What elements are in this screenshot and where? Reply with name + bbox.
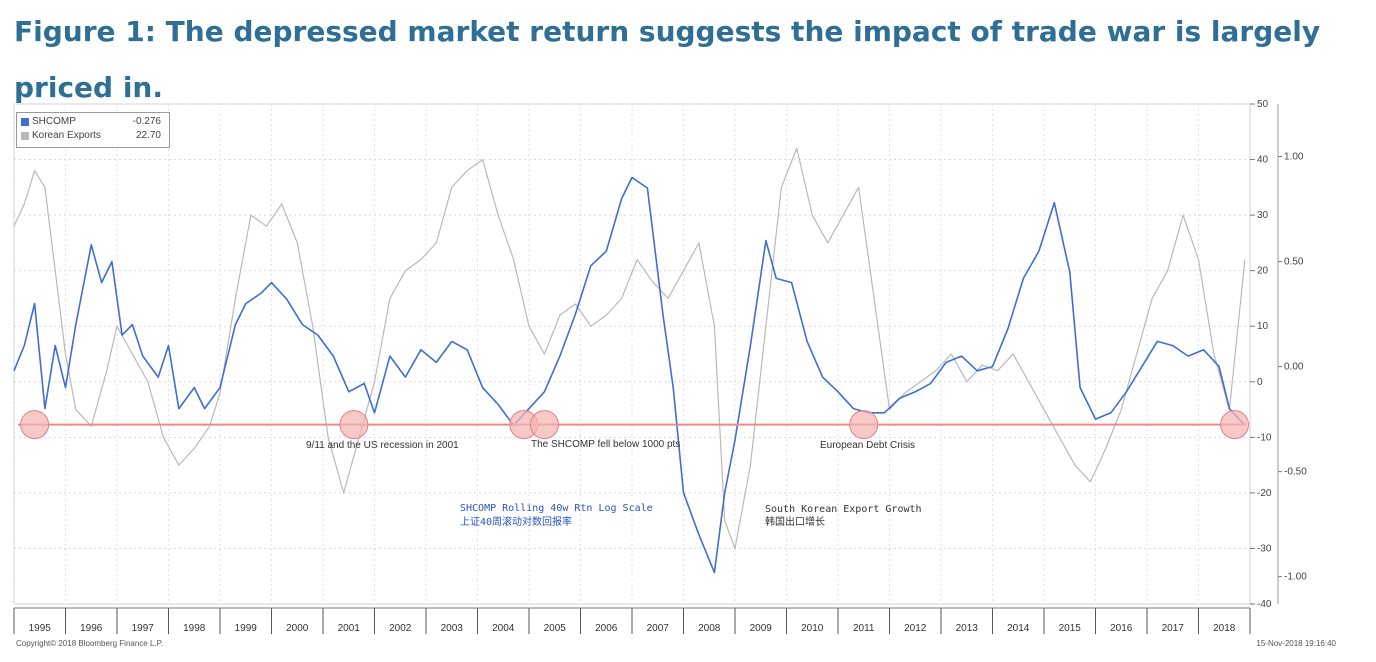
legend-swatch-shcomp xyxy=(21,118,29,126)
annotation-korean-line2: 韩国出口增长 xyxy=(765,515,825,528)
year-label: 2011 xyxy=(853,623,875,634)
annotation-below-1000: The SHCOMP fell below 1000 pts xyxy=(531,439,680,450)
crisis-marker xyxy=(20,410,50,440)
year-label: 1997 xyxy=(132,623,155,634)
year-label: 2006 xyxy=(595,623,618,634)
annotation-shcomp-line1: SHCOMP Rolling 40w Rtn Log Scale xyxy=(460,503,653,514)
year-label: 2012 xyxy=(904,623,927,634)
crisis-marker xyxy=(339,410,369,440)
axes: 50403020100-10-20-30-401.000.500.00-0.50… xyxy=(13,99,1307,634)
legend-label-shcomp: SHCOMP xyxy=(32,116,76,127)
right-axis-tick-label: -0.50 xyxy=(1284,467,1307,478)
right-axis-tick-label: -1.00 xyxy=(1284,572,1307,583)
figure-title: Figure 1: The depressed market return su… xyxy=(14,15,1321,104)
crisis-markers xyxy=(20,410,1250,440)
year-label: 2010 xyxy=(801,623,824,634)
year-label: 2016 xyxy=(1110,623,1133,634)
annotation-korean-line1: South Korean Export Growth xyxy=(765,504,922,515)
year-label: 2018 xyxy=(1213,623,1236,634)
annotation-euro-crisis: European Debt Crisis xyxy=(820,440,915,451)
right-axis-tick-label: 1.00 xyxy=(1284,152,1304,163)
series-line-korean-exports xyxy=(13,147,1246,550)
year-label: 2009 xyxy=(750,623,773,634)
left-axis-tick-label: -10 xyxy=(1257,432,1272,443)
year-label: 2017 xyxy=(1162,623,1185,634)
crisis-marker xyxy=(1220,410,1250,440)
year-label: 2008 xyxy=(698,623,721,634)
year-label: 2004 xyxy=(492,623,515,634)
annotation-recession: 9/11 and the US recession in 2001 xyxy=(306,440,459,451)
series-line-shcomp xyxy=(13,176,1246,574)
left-axis-tick-label: 20 xyxy=(1257,266,1269,277)
chart-legend: SHCOMP -0.276 Korean Exports 22.70 xyxy=(16,112,170,148)
gridlines xyxy=(13,103,1250,605)
right-axis-tick-label: 0.00 xyxy=(1284,362,1304,373)
year-label: 1999 xyxy=(235,623,258,634)
line-chart: 50403020100-10-20-30-401.000.500.00-0.50… xyxy=(13,99,1307,634)
year-label: 2001 xyxy=(338,623,361,634)
year-label: 2005 xyxy=(544,623,567,634)
legend-item-korean-exports: Korean Exports 22.70 xyxy=(21,129,165,143)
year-label: 1995 xyxy=(29,623,52,634)
year-label: 2000 xyxy=(286,623,309,634)
crisis-marker xyxy=(529,410,559,440)
left-axis-tick-label: 0 xyxy=(1257,377,1263,388)
left-axis-tick-label: 30 xyxy=(1257,210,1269,221)
legend-value-korean-exports: 22.70 xyxy=(135,130,161,141)
left-axis-tick-label: -40 xyxy=(1257,599,1272,610)
left-axis-tick-label: 50 xyxy=(1257,99,1269,110)
year-label: 1998 xyxy=(183,623,206,634)
legend-value-shcomp: -0.276 xyxy=(132,116,161,127)
year-label: 2013 xyxy=(956,623,979,634)
legend-label-korean-exports: Korean Exports xyxy=(32,130,101,141)
left-axis-tick-label: -20 xyxy=(1257,488,1272,499)
series-lines xyxy=(13,147,1246,574)
year-label: 2014 xyxy=(1007,623,1030,634)
crisis-marker xyxy=(849,410,879,440)
annotation-shcomp-line2: 上证40周滚动对数回报率 xyxy=(460,515,572,528)
legend-item-shcomp: SHCOMP -0.276 xyxy=(21,115,165,129)
copyright-note: Copyright© 2018 Bloomberg Finance L.P. xyxy=(16,639,164,648)
year-label: 2015 xyxy=(1059,623,1082,634)
left-axis-tick-label: -30 xyxy=(1257,543,1272,554)
year-label: 2002 xyxy=(389,623,412,634)
year-label: 2003 xyxy=(441,623,464,634)
left-axis-tick-label: 40 xyxy=(1257,155,1269,166)
right-axis-tick-label: 0.50 xyxy=(1284,257,1304,268)
left-axis-tick-label: 10 xyxy=(1257,321,1269,332)
year-label: 1996 xyxy=(80,623,103,634)
legend-swatch-korean-exports xyxy=(21,132,29,140)
timestamp: 15-Nov-2018 19:16:40 xyxy=(1256,639,1336,648)
year-label: 2007 xyxy=(647,623,670,634)
